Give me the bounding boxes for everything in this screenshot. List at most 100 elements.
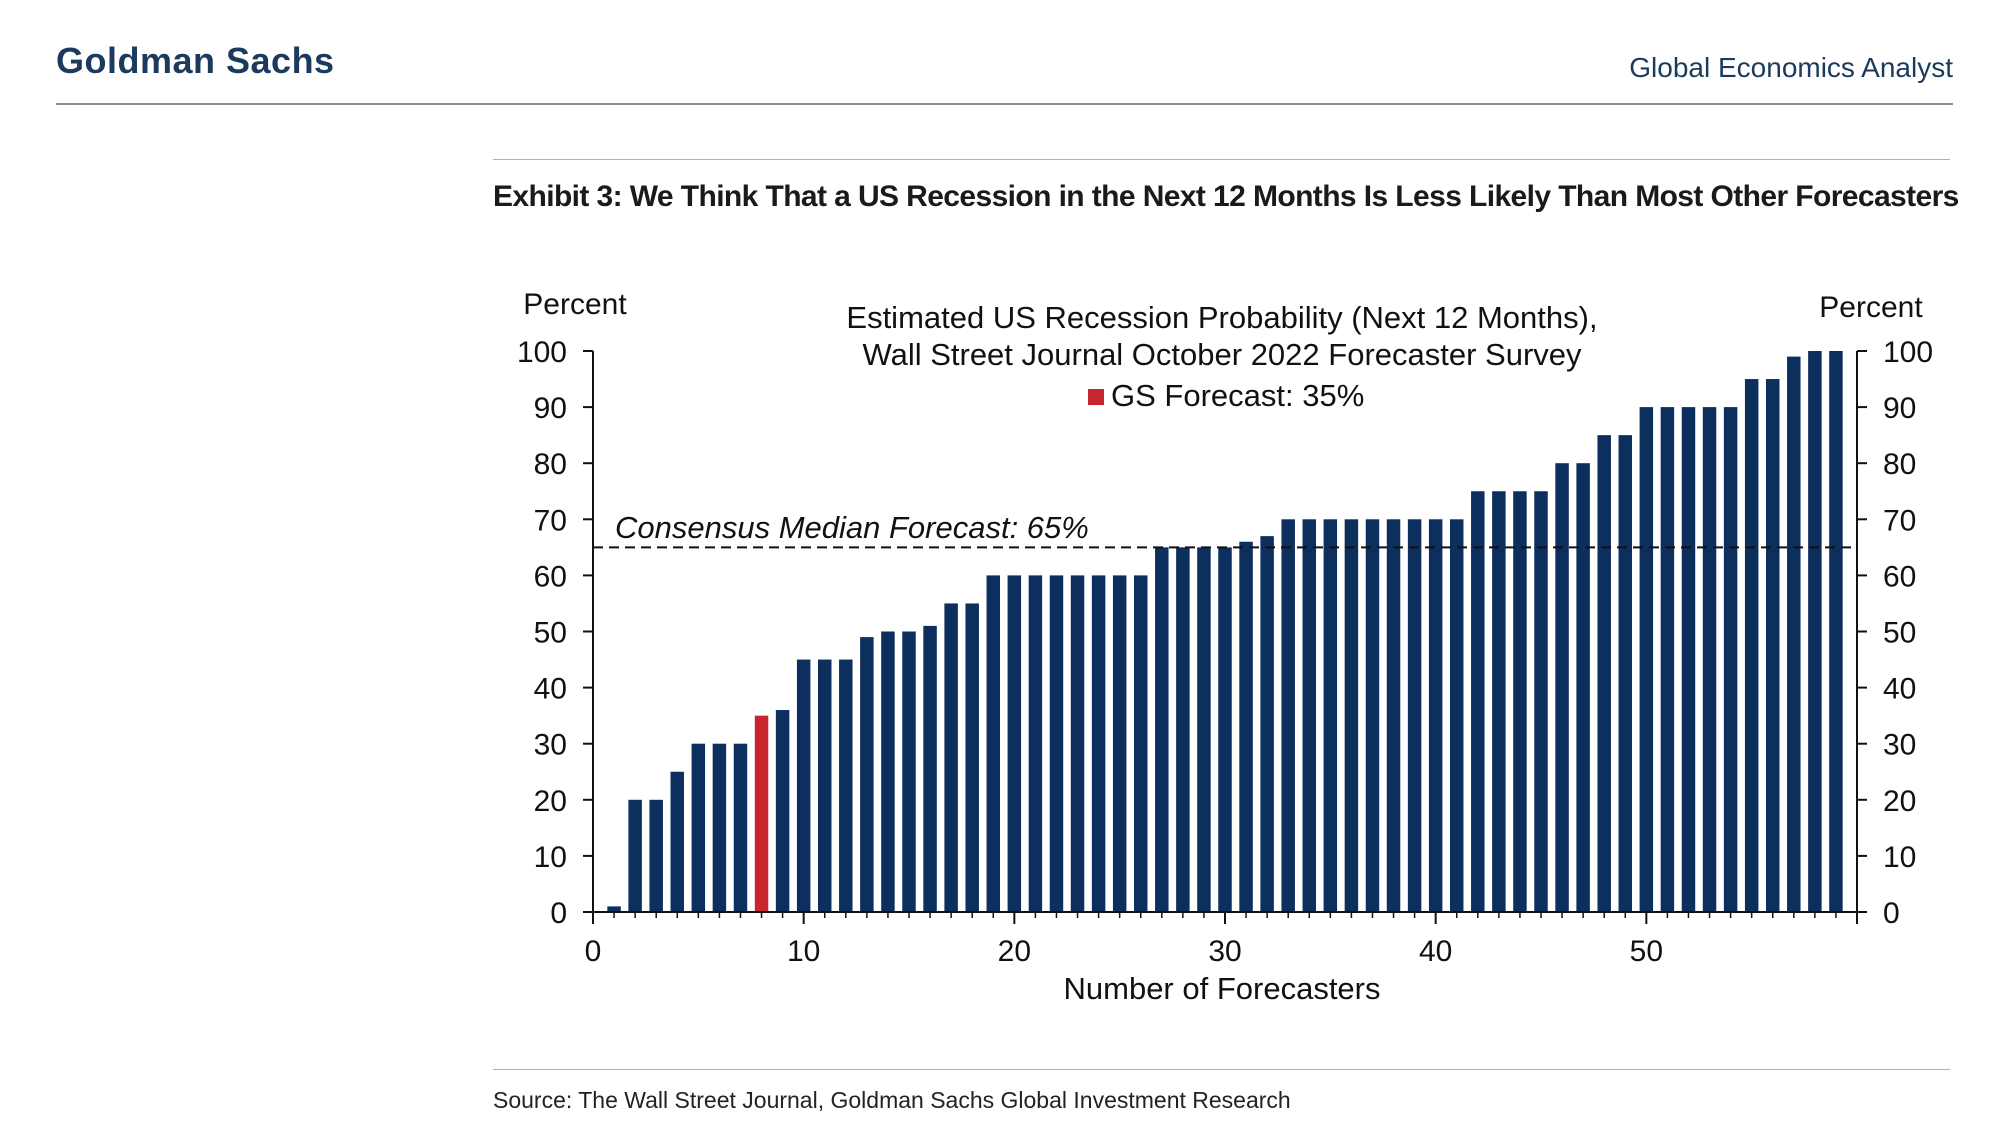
source-note: Source: The Wall Street Journal, Goldman… bbox=[493, 1087, 1291, 1113]
x-tick-label: 40 bbox=[1419, 935, 1452, 968]
consensus-median-label: Consensus Median Forecast: 65% bbox=[615, 510, 1089, 545]
bar bbox=[965, 603, 979, 912]
report-name: Global Economics Analyst bbox=[1629, 52, 1953, 83]
x-tick-label: 20 bbox=[998, 935, 1031, 968]
y-tick-label-left: 50 bbox=[534, 617, 567, 650]
bar bbox=[1407, 519, 1422, 912]
brand-logo: Goldman Sachs bbox=[56, 40, 335, 81]
source-divider bbox=[493, 1069, 1950, 1070]
bar bbox=[1260, 536, 1274, 912]
legend: GS Forecast: 35% bbox=[1088, 378, 1364, 413]
y-tick-label-left: 40 bbox=[534, 673, 567, 706]
bar bbox=[986, 575, 1001, 912]
y-tick-label-left: 20 bbox=[534, 785, 567, 818]
bar bbox=[649, 799, 663, 912]
bar bbox=[1681, 407, 1696, 912]
y-tick-label-left: 60 bbox=[534, 560, 567, 593]
header-divider bbox=[56, 103, 1953, 105]
y-axis-label-left: Percent bbox=[523, 288, 627, 321]
bar bbox=[1302, 519, 1317, 912]
bar bbox=[1239, 541, 1253, 912]
bar bbox=[1534, 491, 1548, 912]
legend-swatch-gs bbox=[1088, 389, 1104, 405]
y-tick-label-right: 0 bbox=[1883, 897, 1900, 930]
bar bbox=[1492, 491, 1506, 912]
x-tick-label: 10 bbox=[787, 935, 820, 968]
exhibit-divider bbox=[493, 159, 1950, 160]
bar bbox=[1386, 519, 1401, 912]
bar bbox=[628, 799, 642, 912]
y-tick-label-right: 30 bbox=[1883, 729, 1916, 762]
x-tick-label: 30 bbox=[1208, 935, 1241, 968]
y-tick-label-left: 30 bbox=[534, 729, 567, 762]
bar bbox=[944, 603, 958, 912]
y-tick-label-left: 10 bbox=[534, 841, 567, 874]
bar bbox=[1176, 547, 1190, 912]
bar bbox=[1133, 575, 1148, 912]
bar bbox=[691, 743, 706, 912]
bar bbox=[1197, 547, 1211, 912]
bar bbox=[1618, 435, 1633, 912]
x-tick-label: 0 bbox=[585, 935, 602, 968]
bar bbox=[839, 659, 853, 912]
exhibit-title: Exhibit 3: We Think That a US Recession … bbox=[493, 180, 1959, 213]
bar bbox=[902, 631, 916, 912]
bars bbox=[607, 351, 1843, 912]
bar bbox=[1028, 575, 1043, 912]
bar bbox=[1597, 435, 1611, 912]
x-axis-label: Number of Forecasters bbox=[1064, 971, 1381, 1006]
bar bbox=[1660, 407, 1675, 912]
bar bbox=[1049, 575, 1064, 912]
y-tick-label-right: 10 bbox=[1883, 841, 1916, 874]
bar bbox=[1155, 547, 1169, 912]
bar bbox=[1218, 547, 1232, 912]
bar bbox=[1449, 519, 1464, 912]
y-tick-label-right: 50 bbox=[1883, 617, 1916, 650]
bar bbox=[1428, 519, 1443, 912]
bar bbox=[1471, 491, 1485, 912]
bar bbox=[1808, 351, 1822, 912]
x-tick-label: 50 bbox=[1630, 935, 1663, 968]
bar bbox=[712, 743, 727, 912]
y-tick-label-right: 90 bbox=[1883, 392, 1916, 425]
bar bbox=[1344, 519, 1359, 912]
chart-title-line-2: Wall Street Journal October 2022 Forecas… bbox=[862, 337, 1582, 372]
y-tick-label-left: 100 bbox=[517, 336, 567, 369]
bar bbox=[923, 625, 937, 912]
y-tick-label-right: 20 bbox=[1883, 785, 1916, 818]
bar bbox=[1323, 519, 1338, 912]
bar bbox=[881, 631, 895, 912]
bar bbox=[1765, 379, 1780, 912]
legend-label-gs: GS Forecast: 35% bbox=[1111, 378, 1364, 413]
bar bbox=[733, 743, 748, 912]
bar bbox=[1091, 575, 1106, 912]
y-tick-label-right: 80 bbox=[1883, 448, 1916, 481]
bar bbox=[1829, 351, 1843, 912]
bar bbox=[1070, 575, 1085, 912]
bar bbox=[1112, 575, 1127, 912]
bar bbox=[817, 659, 832, 912]
chart-title-line-1: Estimated US Recession Probability (Next… bbox=[846, 300, 1597, 335]
y-tick-label-left: 70 bbox=[534, 504, 567, 537]
bar bbox=[1702, 407, 1717, 912]
y-tick-label-right: 60 bbox=[1883, 560, 1916, 593]
bar bbox=[1007, 575, 1022, 912]
bar bbox=[860, 637, 874, 912]
y-tick-label-right: 100 bbox=[1883, 336, 1933, 369]
y-tick-label-right: 70 bbox=[1883, 504, 1916, 537]
bar bbox=[607, 906, 621, 912]
bar bbox=[775, 710, 790, 912]
bar bbox=[1723, 407, 1738, 912]
bar-gs-forecast bbox=[754, 715, 769, 912]
y-tick-label-right: 40 bbox=[1883, 673, 1916, 706]
y-axis-label-right: Percent bbox=[1819, 291, 1923, 324]
bar bbox=[1281, 519, 1295, 912]
bar bbox=[670, 771, 685, 912]
y-tick-label-left: 0 bbox=[550, 897, 567, 930]
bar bbox=[1787, 356, 1801, 912]
bar bbox=[796, 659, 811, 912]
bar bbox=[1513, 491, 1527, 912]
y-tick-label-left: 80 bbox=[534, 448, 567, 481]
